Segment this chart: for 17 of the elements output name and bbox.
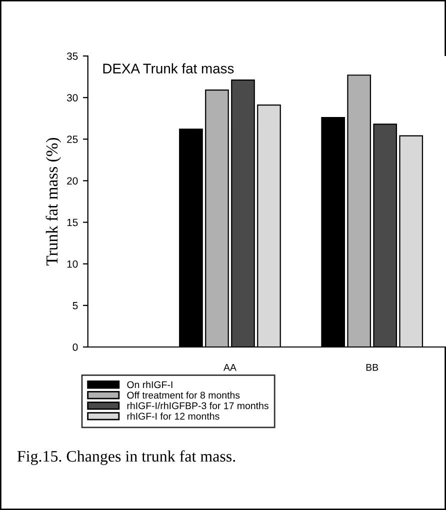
legend-label: rhIGF-I for 12 months bbox=[127, 412, 220, 420]
y-tick-label: 15 bbox=[67, 218, 78, 226]
y-tick-label: 20 bbox=[67, 177, 78, 185]
caption: Fig.15. Changes in trunk fat mass. bbox=[17, 450, 236, 465]
y-tick-label: 35 bbox=[66, 52, 78, 60]
legend-label: Off treatment for 8 months bbox=[127, 392, 240, 399]
y-tick-label: 0 bbox=[72, 344, 78, 351]
legend-label: rhIGF-I/rhIGFBP-3 for 17 months bbox=[127, 402, 268, 410]
chart-title: DEXA Trunk fat mass bbox=[103, 63, 234, 74]
legend-label: On rhIGF-I bbox=[127, 380, 172, 388]
y-tick-label: 10 bbox=[67, 260, 78, 268]
y-tick-label: 25 bbox=[67, 136, 78, 144]
x-tick-label: AA bbox=[224, 364, 236, 371]
y-axis-title: Trunk fat mass (%) bbox=[46, 138, 61, 266]
y-tick-label: 5 bbox=[72, 302, 78, 310]
y-tick-label: 30 bbox=[66, 94, 78, 102]
x-tick-label: BB bbox=[366, 364, 378, 371]
